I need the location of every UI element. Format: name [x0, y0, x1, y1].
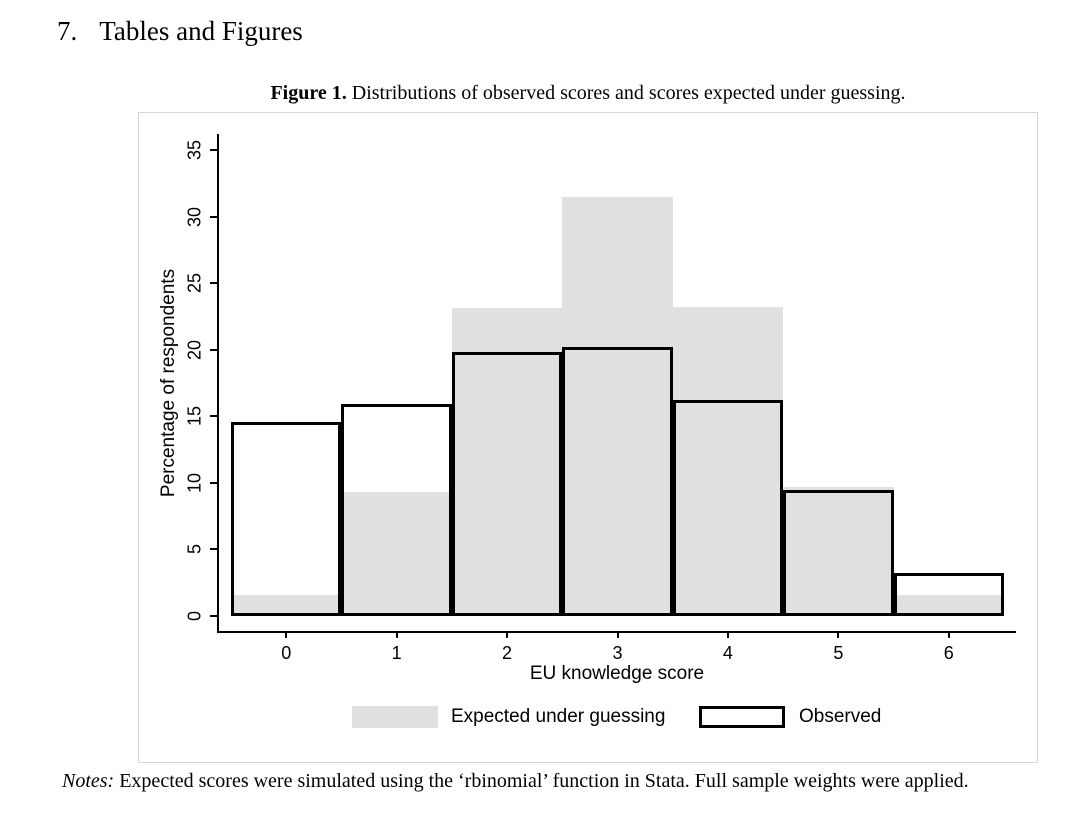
bar-observed-5 [783, 489, 894, 616]
x-tick-label-2: 2 [502, 643, 513, 663]
legend-label-expected: Expected under guessing [451, 706, 666, 727]
legend-swatch-observed [699, 706, 785, 728]
section-number: 7. [57, 16, 78, 46]
y-tick-label-15: 15 [184, 406, 205, 427]
plot-area [231, 113, 1004, 616]
y-tick-10 [210, 481, 217, 484]
figure-caption: Figure 1. Distributions of observed scor… [138, 82, 1038, 105]
y-tick-30 [210, 215, 217, 218]
y-tick-label-10: 10 [184, 472, 205, 493]
y-tick-label-25: 25 [184, 273, 205, 294]
y-tick-5 [210, 548, 217, 551]
bar-expected-2 [451, 308, 563, 616]
figure-caption-text: Distributions of observed scores and sco… [346, 82, 906, 104]
y-axis [217, 134, 219, 631]
y-tick-label-20: 20 [184, 339, 205, 360]
chart-legend: Expected under guessing Observed [139, 706, 1039, 728]
x-tick-4 [726, 631, 729, 638]
y-tick-0 [210, 615, 217, 617]
bar-observed-2 [451, 352, 563, 616]
y-tick-25 [210, 282, 217, 285]
x-tick-2 [506, 631, 509, 638]
bar-observed-4 [672, 400, 784, 616]
notes-text: Expected scores were simulated using the… [114, 770, 969, 792]
legend-swatch-expected [352, 706, 438, 728]
figure-caption-label: Figure 1. [270, 82, 347, 104]
bar-expected-1 [341, 492, 452, 616]
bar-expected-5 [783, 486, 894, 616]
x-tick-label-6: 6 [943, 643, 954, 663]
bar-expected-4 [672, 307, 784, 616]
x-axis-label: EU knowledge score [529, 663, 705, 684]
bar-observed-6 [893, 573, 1004, 616]
bar-observed-1 [341, 404, 452, 616]
x-tick-label-3: 3 [612, 643, 623, 663]
bar-expected-6 [893, 594, 1004, 616]
x-tick-0 [285, 631, 288, 638]
x-tick-label-1: 1 [391, 643, 402, 663]
x-tick-6 [947, 631, 950, 638]
x-tick-label-4: 4 [722, 643, 733, 663]
y-tick-label-30: 30 [184, 206, 205, 227]
y-axis-label: Percentage of respondents [158, 268, 179, 498]
bar-expected-3 [562, 196, 673, 616]
y-tick-15 [210, 415, 217, 418]
y-tick-35 [210, 149, 217, 151]
x-tick-label-5: 5 [833, 643, 844, 663]
bar-observed-3 [562, 347, 673, 616]
bar-expected-0 [231, 594, 342, 616]
x-tick-3 [616, 631, 619, 638]
figure-1-chart: Percentage of respondents 0 5 10 15 20 25 30 35… [138, 112, 1038, 763]
y-tick-label-35: 35 [184, 139, 205, 161]
section-title: Tables and Figures [99, 16, 303, 46]
y-tick-label-5: 5 [184, 544, 205, 555]
x-tick-1 [395, 631, 398, 638]
bar-observed-0 [231, 421, 342, 616]
y-tick-20 [210, 348, 217, 351]
notes-label: Notes: [62, 770, 115, 792]
x-tick-5 [837, 631, 840, 638]
legend-label-observed: Observed [799, 706, 882, 727]
figure-notes: Notes: Expected scores were simulated us… [62, 770, 1074, 793]
x-tick-label-0: 0 [281, 643, 292, 663]
y-tick-label-0: 0 [184, 610, 205, 622]
section-heading: 7. Tables and Figures [57, 16, 303, 47]
